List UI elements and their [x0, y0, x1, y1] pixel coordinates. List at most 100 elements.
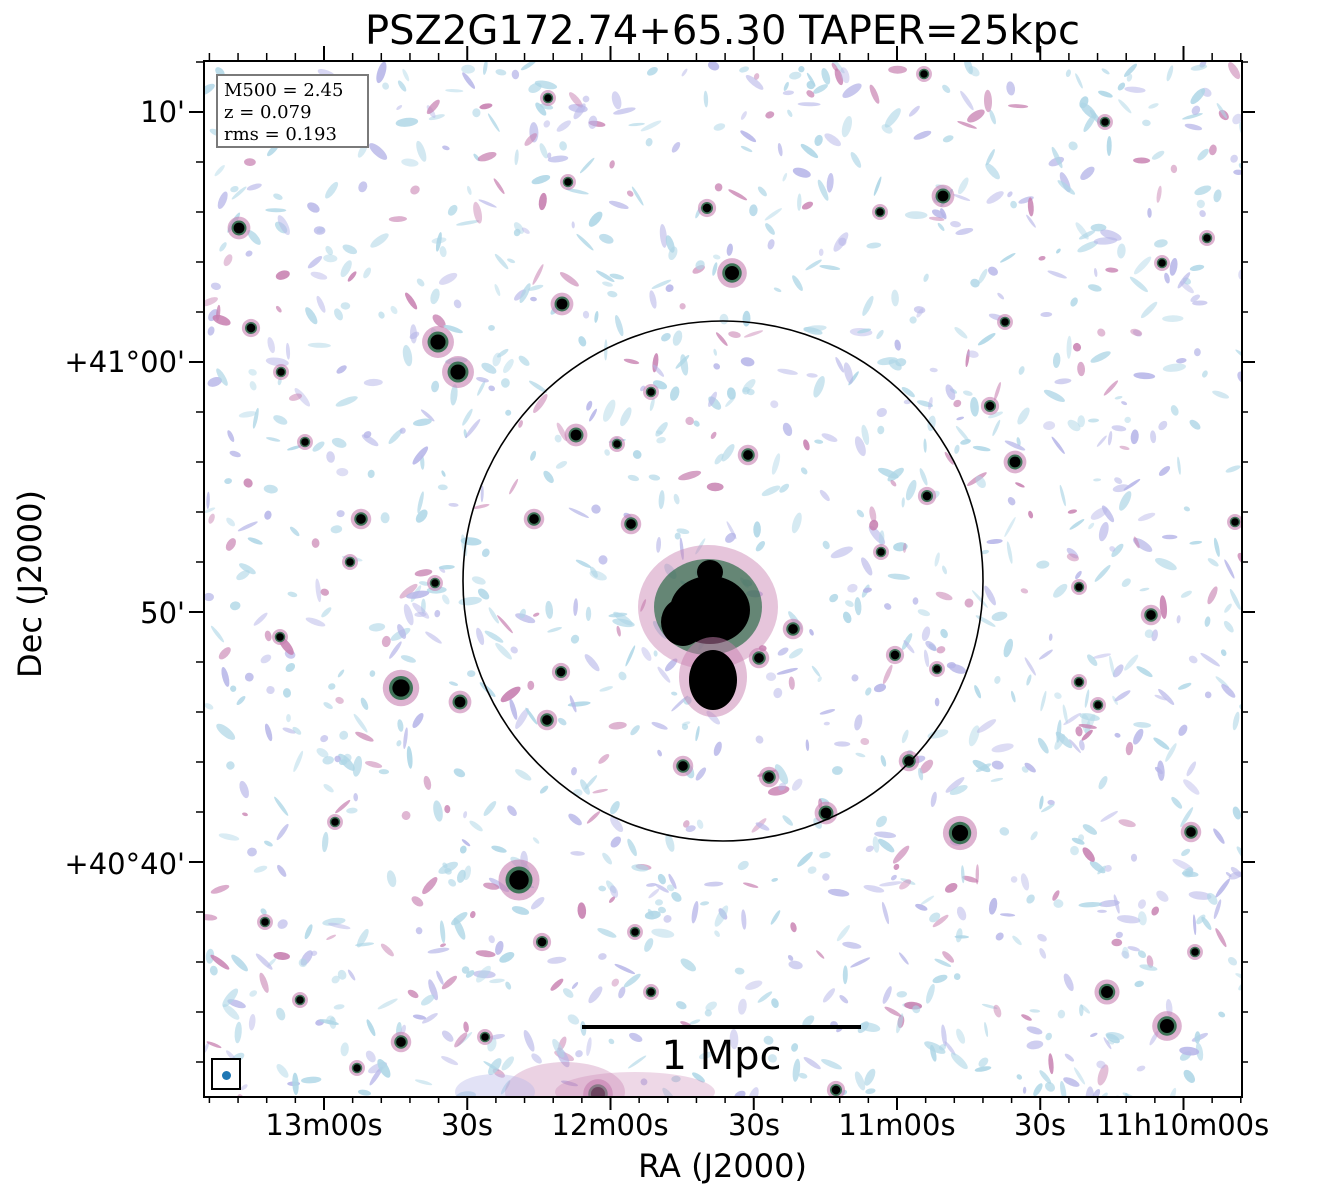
noise-blob — [292, 726, 302, 735]
noise-blob — [608, 1038, 615, 1045]
noise-blob — [488, 935, 495, 944]
noise-blob — [1118, 819, 1136, 828]
noise-blob — [869, 519, 879, 531]
noise-blob — [410, 185, 420, 195]
noise-blob — [425, 631, 442, 644]
noise-blob — [1237, 371, 1241, 384]
noise-blob — [655, 422, 668, 437]
noise-blob — [957, 121, 977, 129]
noise-blob — [1196, 199, 1205, 209]
noise-blob — [991, 611, 1008, 621]
noise-blob — [289, 526, 300, 537]
noise-blob — [264, 840, 273, 847]
noise-blob — [855, 752, 866, 758]
noise-blob — [1138, 899, 1146, 909]
noise-blob — [818, 248, 824, 256]
noise-blob — [1180, 590, 1192, 598]
noise-blob — [1079, 96, 1089, 109]
noise-blob — [1133, 722, 1152, 728]
ytick-label: 10' — [140, 95, 185, 129]
noise-blob — [865, 845, 874, 852]
noise-blob — [497, 615, 513, 634]
noise-blob — [782, 90, 795, 96]
noise-blob — [608, 200, 629, 210]
noise-blob — [1190, 294, 1201, 302]
noise-blob — [264, 510, 272, 520]
noise-blob — [221, 666, 230, 687]
noise-blob — [869, 84, 880, 104]
noise-blob — [1075, 570, 1082, 580]
noise-blob — [387, 1096, 395, 1098]
noise-blob — [326, 451, 335, 463]
noise-blob — [277, 864, 287, 877]
noise-blob — [326, 934, 337, 940]
noise-blob — [533, 612, 540, 617]
noise-blob — [1154, 557, 1177, 571]
noise-blob — [842, 83, 862, 98]
noise-blob — [674, 532, 681, 540]
noise-blob — [710, 431, 717, 440]
noise-blob — [602, 852, 612, 865]
noise-blob — [307, 342, 331, 348]
noise-blob — [823, 721, 830, 726]
noise-blob — [1100, 1092, 1108, 1096]
noise-blob — [1150, 430, 1157, 444]
noise-blob — [492, 352, 502, 367]
noise-blob — [570, 851, 585, 856]
noise-blob — [843, 362, 854, 384]
noise-blob — [337, 669, 345, 678]
source-blob — [764, 772, 774, 782]
noise-blob — [588, 211, 603, 227]
noise-blob — [340, 1042, 349, 1057]
noise-blob — [320, 735, 329, 743]
beam-ellipse — [222, 1071, 231, 1080]
source-blob — [430, 334, 446, 350]
noise-blob — [483, 801, 497, 816]
noise-blob — [1158, 466, 1171, 476]
noise-blob — [611, 978, 620, 987]
noise-blob — [412, 602, 430, 619]
noise-blob — [481, 362, 497, 374]
noise-blob — [1237, 552, 1241, 567]
noise-blob — [703, 90, 709, 108]
noise-blob — [482, 62, 488, 75]
noise-blob — [1048, 1053, 1054, 1075]
noise-blob — [312, 441, 325, 452]
noise-blob — [565, 188, 589, 195]
noise-blob — [436, 970, 444, 985]
noise-blob — [462, 408, 473, 426]
noise-blob — [582, 95, 590, 103]
noise-blob — [934, 552, 940, 567]
noise-blob — [1022, 1086, 1027, 1094]
noise-blob — [575, 559, 592, 568]
noise-blob — [665, 284, 674, 292]
noise-blob — [265, 208, 287, 213]
noise-blob — [527, 680, 535, 691]
noise-blob — [819, 851, 831, 859]
noise-blob — [658, 490, 665, 510]
source-blob — [920, 70, 928, 78]
noise-blob — [1114, 477, 1123, 484]
noise-blob — [571, 982, 579, 989]
noise-blob — [227, 430, 235, 442]
noise-blob — [530, 896, 545, 910]
noise-blob — [626, 190, 634, 197]
noise-blob — [632, 450, 642, 459]
noise-blob — [905, 479, 917, 501]
noise-blob — [1075, 222, 1089, 240]
noise-blob — [1017, 407, 1030, 425]
noise-blob — [890, 874, 897, 881]
noise-blob — [928, 216, 945, 222]
noise-blob — [1232, 806, 1241, 820]
noise-blob — [1064, 1053, 1075, 1062]
noise-blob — [323, 254, 338, 263]
noise-blob — [1230, 154, 1238, 163]
noise-blob — [714, 453, 724, 465]
noise-blob — [244, 158, 256, 167]
noise-blob — [543, 120, 551, 128]
noise-blob — [873, 176, 882, 196]
noise-blob — [956, 906, 967, 921]
noise-blob — [413, 418, 432, 427]
noise-blob — [657, 749, 662, 757]
noise-blob — [798, 1072, 808, 1079]
